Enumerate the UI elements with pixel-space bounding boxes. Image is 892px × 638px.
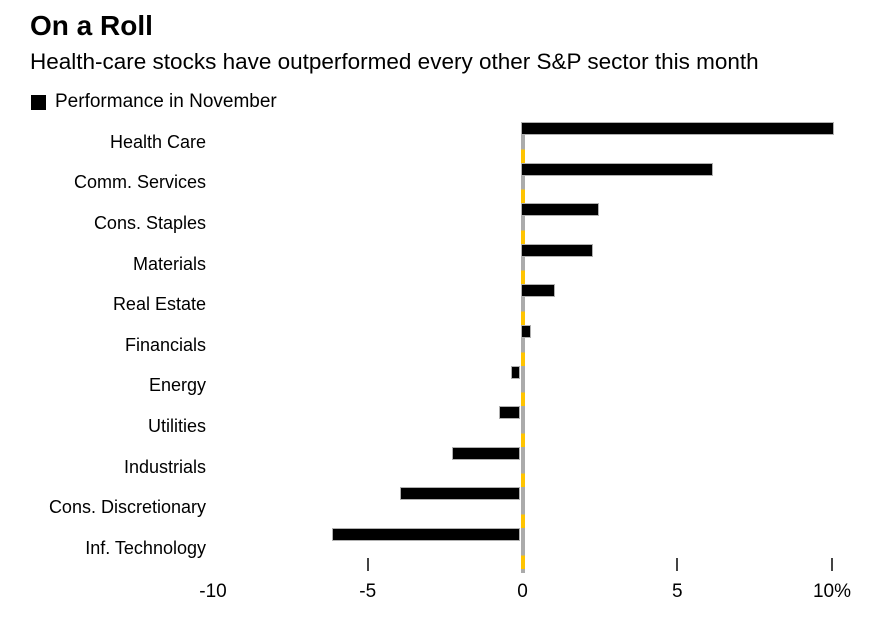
bar bbox=[399, 487, 521, 501]
zero-line-segment bbox=[520, 243, 525, 285]
axis-tick bbox=[366, 558, 369, 571]
zero-line-segment bbox=[520, 162, 525, 204]
bar bbox=[520, 284, 556, 298]
zero-line-segment bbox=[520, 487, 525, 528]
category-label: Materials bbox=[132, 253, 206, 274]
bar bbox=[520, 162, 714, 176]
category-label: Inf. Technology bbox=[85, 537, 206, 558]
legend: Performance in November bbox=[31, 91, 277, 112]
axis-tick bbox=[676, 558, 679, 571]
zero-line-segment bbox=[520, 365, 525, 407]
category-label: Financials bbox=[124, 334, 206, 355]
zero-line-segment bbox=[520, 325, 525, 366]
axis-tick-label: 5 bbox=[671, 581, 683, 602]
bar bbox=[452, 446, 521, 460]
category-label: Cons. Discretionary bbox=[48, 497, 206, 518]
zero-line-segment bbox=[520, 284, 525, 325]
axis-tick-label: -5 bbox=[359, 581, 377, 602]
category-label: Energy bbox=[148, 375, 206, 396]
axis-tick-label: -10 bbox=[199, 581, 227, 602]
axis-tick-label: 0 bbox=[517, 581, 528, 602]
bar bbox=[520, 122, 834, 135]
axis-tick bbox=[831, 558, 833, 571]
zero-line-tail bbox=[520, 568, 525, 574]
bar bbox=[520, 243, 593, 257]
bar bbox=[331, 528, 521, 541]
zero-line-segment bbox=[520, 122, 525, 163]
category-label: Real Estate bbox=[112, 294, 206, 315]
legend-label: Performance in November bbox=[55, 91, 277, 112]
chart-title: On a Roll bbox=[30, 10, 153, 41]
axis-tick-label: 10% bbox=[812, 581, 852, 602]
category-label: Cons. Staples bbox=[93, 212, 206, 233]
legend-swatch-icon bbox=[31, 94, 46, 110]
category-label: Comm. Services bbox=[73, 172, 206, 193]
bar bbox=[511, 365, 521, 379]
bar bbox=[498, 406, 521, 420]
zero-line-segment bbox=[520, 446, 525, 488]
zero-line-segment bbox=[520, 528, 525, 569]
bar bbox=[520, 325, 531, 338]
bar bbox=[520, 203, 599, 217]
category-label: Industrials bbox=[123, 456, 206, 477]
category-label: Health Care bbox=[109, 131, 206, 152]
category-label: Utilities bbox=[147, 415, 206, 436]
chart-subtitle: Health-care stocks have outperformed eve… bbox=[30, 49, 759, 74]
zero-line-segment bbox=[520, 406, 525, 447]
zero-line-segment bbox=[520, 203, 525, 244]
